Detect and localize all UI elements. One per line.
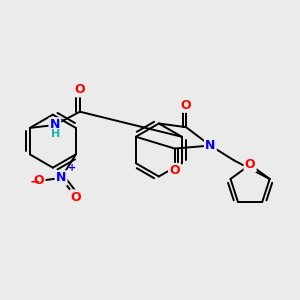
Text: O: O [169, 164, 180, 177]
Text: N: N [56, 172, 66, 184]
Text: N: N [50, 118, 60, 131]
Text: N: N [205, 139, 215, 152]
Text: O: O [181, 99, 191, 112]
Text: O: O [75, 83, 85, 96]
Text: −: − [30, 175, 40, 188]
Text: O: O [70, 190, 81, 204]
Text: O: O [245, 158, 255, 171]
Text: O: O [34, 174, 44, 188]
Text: H: H [51, 129, 60, 140]
Text: +: + [68, 164, 76, 173]
